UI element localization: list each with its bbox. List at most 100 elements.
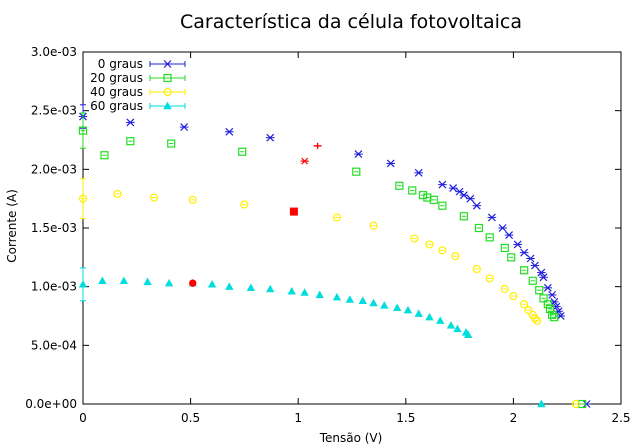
- legend-entry: 0 graus: [98, 57, 186, 71]
- data-point: [451, 252, 460, 261]
- data-point: [556, 312, 565, 320]
- data-point: [498, 224, 507, 232]
- data-point: [438, 201, 447, 210]
- y-tick-label: 5.0e-04: [31, 338, 77, 352]
- data-point: [532, 316, 542, 325]
- data-point: [472, 201, 481, 210]
- data-point: [485, 233, 494, 242]
- series-40-graus: [78, 189, 580, 409]
- data-point: [571, 399, 580, 409]
- series-0-graus: [78, 112, 591, 408]
- data-point: [543, 300, 552, 309]
- data-point: [453, 324, 462, 333]
- highlighted-point: [289, 207, 298, 216]
- y-tick-label: 3.0e-03: [31, 45, 77, 59]
- data-point: [550, 313, 559, 322]
- data-point: [354, 150, 363, 159]
- data-point: [345, 295, 355, 303]
- data-point: [446, 321, 456, 329]
- data-point: [386, 159, 395, 168]
- data-point: [188, 195, 197, 204]
- data-point: [403, 305, 413, 314]
- data-point: [164, 278, 174, 287]
- data-point: [509, 291, 518, 301]
- legend-label: 0 graus: [98, 57, 143, 71]
- data-point: [548, 310, 557, 319]
- data-point: [408, 186, 417, 195]
- legend-label: 40 graus: [90, 85, 143, 99]
- x-tick-label: 2: [510, 411, 518, 425]
- data-point: [395, 181, 404, 190]
- data-point: [425, 240, 434, 249]
- data-point: [500, 243, 509, 253]
- data-point: [369, 298, 378, 307]
- data-point: [414, 309, 423, 317]
- data-point: [524, 306, 533, 315]
- x-tick-label: 0.5: [181, 411, 200, 425]
- y-axis-ticks: 0.0e+00 5.0e-04 1.0e-03 1.5e-03 2.0e-03 2.5e-…: [25, 45, 621, 411]
- data-point: [552, 302, 561, 311]
- data-point: [537, 399, 546, 408]
- data-point: [438, 180, 447, 189]
- data-point: [513, 240, 522, 249]
- data-point: [505, 231, 514, 239]
- data-point: [207, 279, 217, 288]
- data-point: [380, 301, 389, 309]
- data-point: [352, 167, 361, 176]
- y-error-bars: [80, 104, 86, 302]
- data-point: [240, 200, 249, 209]
- series-60-graus: [78, 276, 546, 408]
- data-point: [545, 304, 555, 314]
- data-point: [225, 127, 234, 136]
- data-point: [472, 264, 481, 274]
- data-point: [143, 277, 152, 286]
- data-point: [528, 276, 537, 285]
- data-point: [266, 284, 275, 293]
- data-point: [332, 213, 342, 222]
- legend-marker: [163, 87, 172, 97]
- data-point: [369, 221, 378, 230]
- data-point: [436, 316, 445, 324]
- data-point: [520, 248, 529, 257]
- data-point: [425, 312, 434, 321]
- data-point: [418, 191, 428, 200]
- data-point: [113, 189, 122, 199]
- data-point: [126, 137, 135, 146]
- data-point: [225, 282, 234, 290]
- x-axis-label: Tensão (V): [319, 431, 383, 445]
- legend-marker: [163, 101, 172, 110]
- highlighted-points: [189, 142, 322, 287]
- data-point: [507, 253, 516, 262]
- data-point: [180, 123, 189, 132]
- legend-label: 60 graus: [90, 99, 143, 113]
- data-point: [535, 286, 544, 295]
- data-point: [464, 330, 473, 338]
- legend-entry: 20 graus: [90, 71, 186, 85]
- data-point: [149, 193, 159, 202]
- legend-marker: [163, 60, 172, 68]
- data-point: [332, 292, 342, 301]
- data-point: [582, 400, 591, 408]
- data-point: [119, 276, 129, 285]
- data-point: [530, 261, 539, 270]
- plot-frame: [82, 51, 622, 405]
- data-point: [526, 254, 535, 263]
- highlighted-point: [301, 157, 309, 165]
- data-point: [459, 212, 469, 221]
- data-point: [100, 151, 109, 160]
- x-axis-ticks: 0 0.5 1 1.5 2 2.5: [79, 52, 631, 425]
- x-tick-label: 0: [79, 411, 87, 425]
- plot-border: [82, 51, 622, 405]
- data-point: [358, 296, 367, 304]
- data-point: [500, 284, 509, 294]
- data-point: [410, 234, 419, 243]
- data-point: [126, 118, 135, 127]
- x-tick-label: 1: [294, 411, 302, 425]
- data-point: [393, 303, 402, 311]
- data-point: [238, 147, 247, 156]
- data-point: [537, 268, 546, 277]
- data-point: [550, 297, 559, 306]
- legend-label: 20 graus: [90, 71, 143, 85]
- data-point: [543, 283, 552, 292]
